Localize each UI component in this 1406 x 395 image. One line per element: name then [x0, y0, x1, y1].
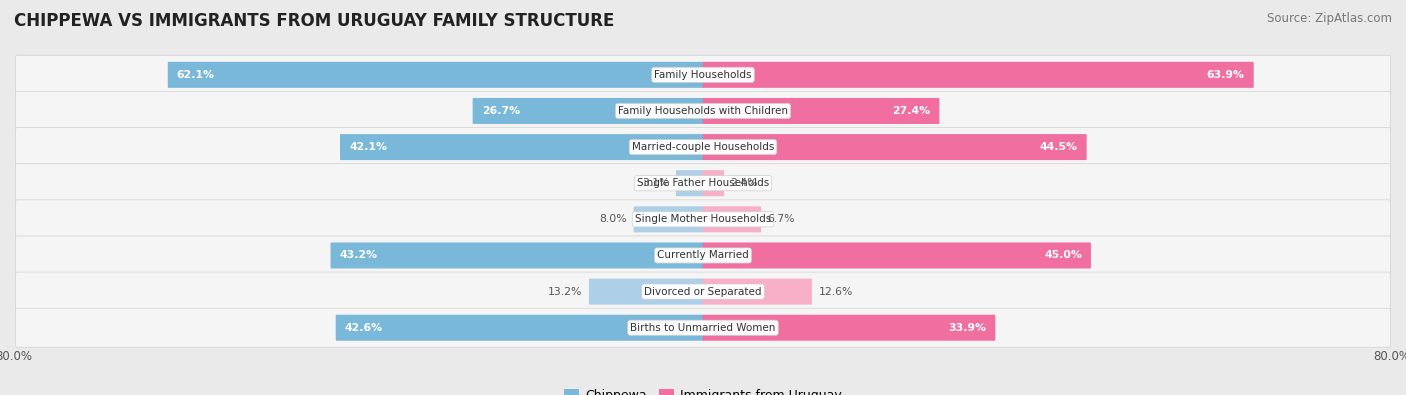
- FancyBboxPatch shape: [15, 128, 1391, 167]
- Text: 2.4%: 2.4%: [731, 178, 758, 188]
- Text: 42.1%: 42.1%: [349, 142, 387, 152]
- Text: 12.6%: 12.6%: [818, 287, 853, 297]
- FancyBboxPatch shape: [336, 315, 703, 341]
- Text: Single Father Households: Single Father Households: [637, 178, 769, 188]
- FancyBboxPatch shape: [167, 62, 703, 88]
- FancyBboxPatch shape: [330, 243, 703, 269]
- Text: 27.4%: 27.4%: [893, 106, 931, 116]
- Text: Source: ZipAtlas.com: Source: ZipAtlas.com: [1267, 12, 1392, 25]
- FancyBboxPatch shape: [703, 134, 1087, 160]
- FancyBboxPatch shape: [15, 200, 1391, 239]
- FancyBboxPatch shape: [15, 55, 1391, 94]
- Legend: Chippewa, Immigrants from Uruguay: Chippewa, Immigrants from Uruguay: [558, 384, 848, 395]
- FancyBboxPatch shape: [15, 308, 1391, 347]
- FancyBboxPatch shape: [15, 164, 1391, 203]
- FancyBboxPatch shape: [589, 278, 703, 305]
- FancyBboxPatch shape: [15, 272, 1391, 311]
- FancyBboxPatch shape: [634, 206, 703, 232]
- FancyBboxPatch shape: [15, 236, 1391, 275]
- Text: 6.7%: 6.7%: [768, 214, 794, 224]
- Text: 43.2%: 43.2%: [340, 250, 378, 260]
- Text: Births to Unmarried Women: Births to Unmarried Women: [630, 323, 776, 333]
- Text: Family Households with Children: Family Households with Children: [619, 106, 787, 116]
- FancyBboxPatch shape: [472, 98, 703, 124]
- FancyBboxPatch shape: [703, 278, 811, 305]
- Text: Married-couple Households: Married-couple Households: [631, 142, 775, 152]
- FancyBboxPatch shape: [15, 92, 1391, 130]
- Text: 45.0%: 45.0%: [1045, 250, 1083, 260]
- FancyBboxPatch shape: [703, 98, 939, 124]
- FancyBboxPatch shape: [703, 170, 724, 196]
- Text: 13.2%: 13.2%: [548, 287, 582, 297]
- Text: 26.7%: 26.7%: [482, 106, 520, 116]
- Text: Family Households: Family Households: [654, 70, 752, 80]
- Text: 62.1%: 62.1%: [177, 70, 215, 80]
- Text: 8.0%: 8.0%: [599, 214, 627, 224]
- Text: 42.6%: 42.6%: [344, 323, 382, 333]
- FancyBboxPatch shape: [703, 206, 761, 232]
- FancyBboxPatch shape: [340, 134, 703, 160]
- Text: 33.9%: 33.9%: [948, 323, 987, 333]
- FancyBboxPatch shape: [703, 243, 1091, 269]
- Text: 63.9%: 63.9%: [1206, 70, 1244, 80]
- FancyBboxPatch shape: [676, 170, 703, 196]
- Text: CHIPPEWA VS IMMIGRANTS FROM URUGUAY FAMILY STRUCTURE: CHIPPEWA VS IMMIGRANTS FROM URUGUAY FAMI…: [14, 12, 614, 30]
- Text: 3.1%: 3.1%: [643, 178, 669, 188]
- Text: Single Mother Households: Single Mother Households: [636, 214, 770, 224]
- FancyBboxPatch shape: [703, 315, 995, 341]
- Text: Currently Married: Currently Married: [657, 250, 749, 260]
- Text: 44.5%: 44.5%: [1039, 142, 1077, 152]
- Text: Divorced or Separated: Divorced or Separated: [644, 287, 762, 297]
- FancyBboxPatch shape: [703, 62, 1254, 88]
